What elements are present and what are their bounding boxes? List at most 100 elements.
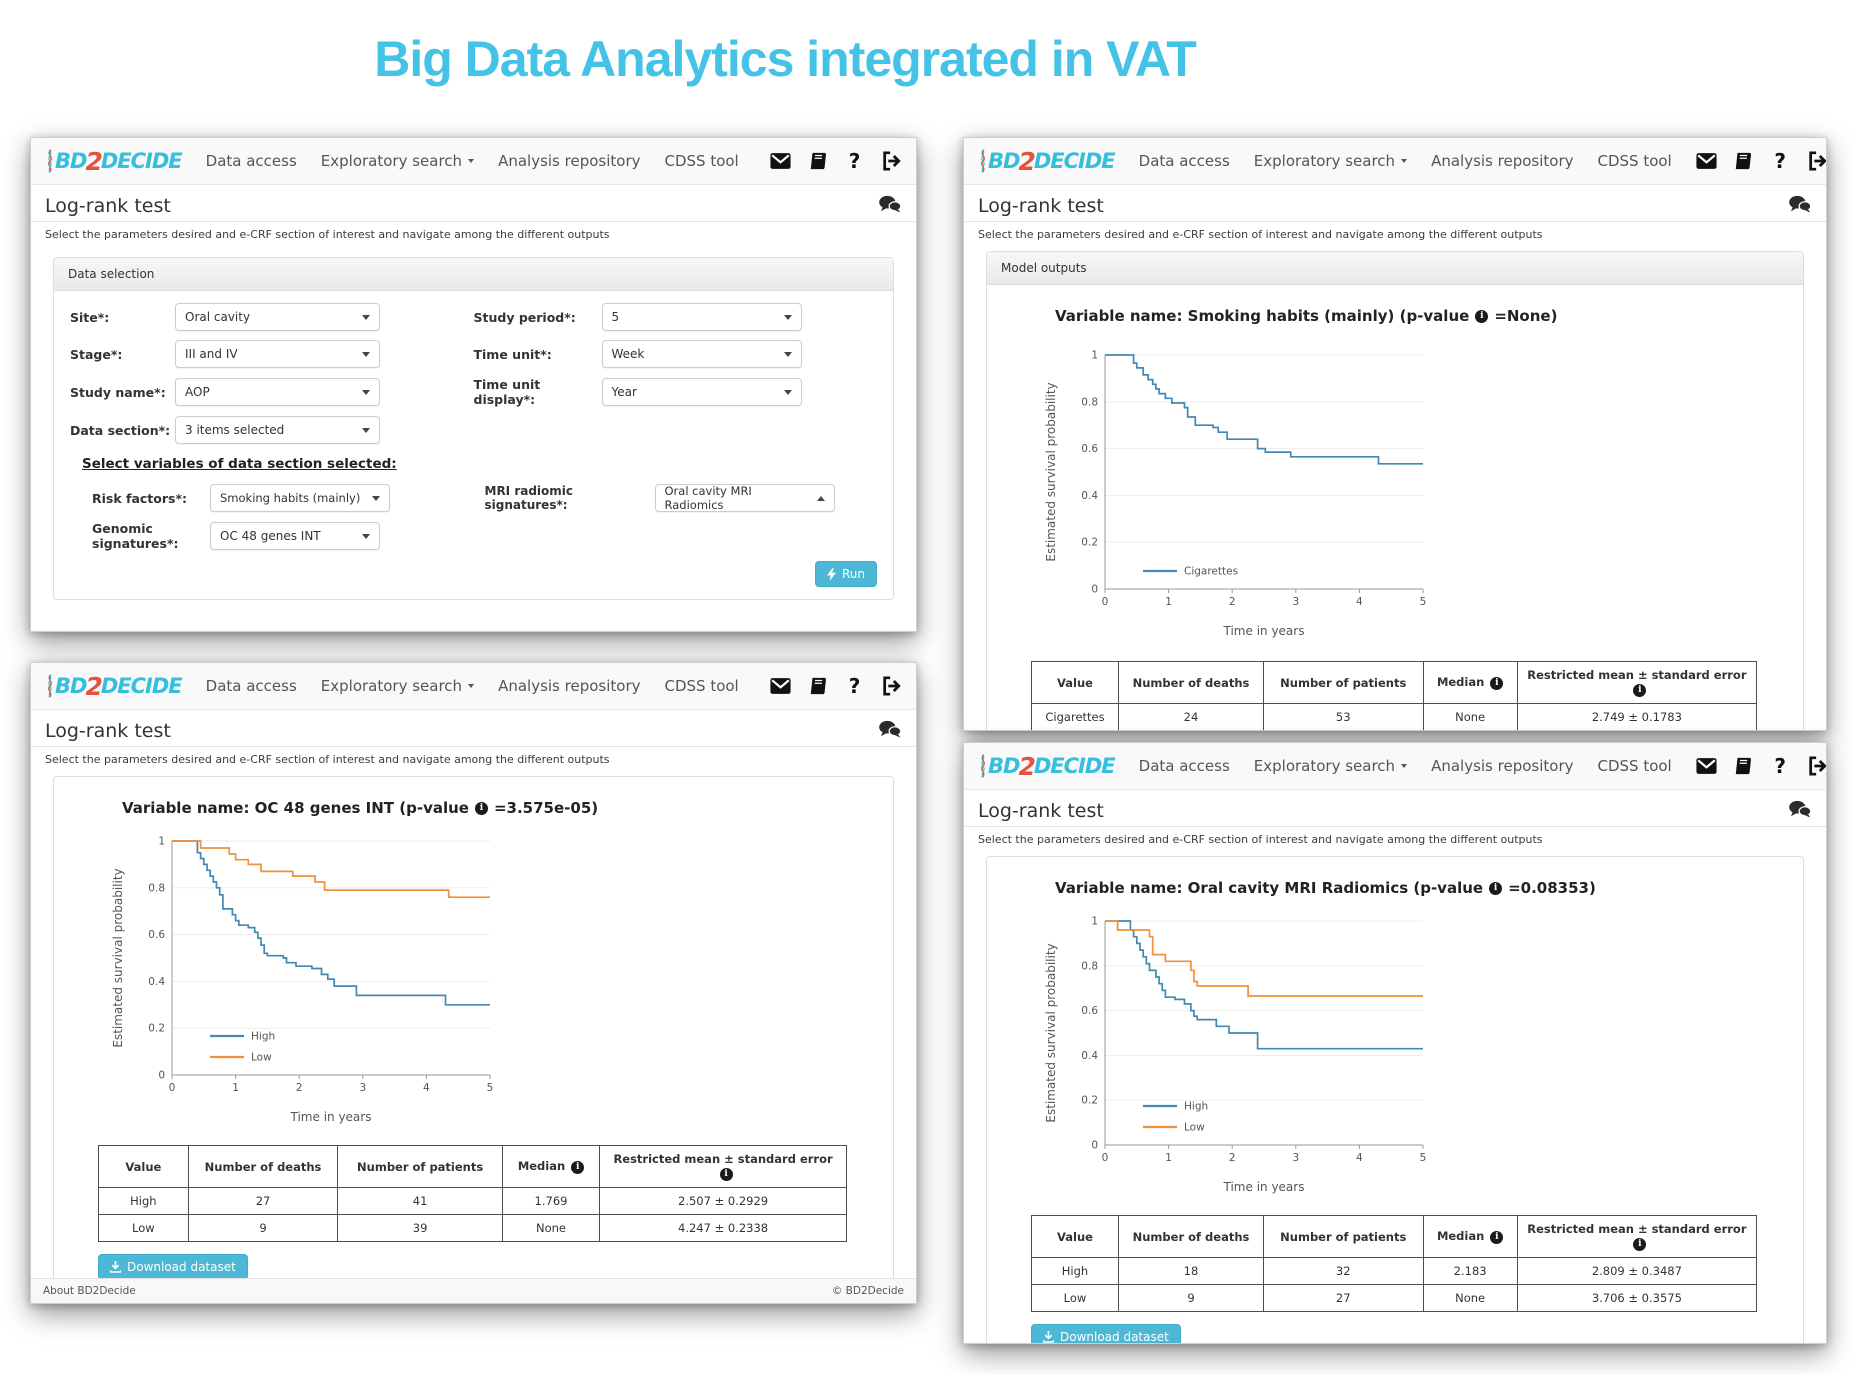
table-cell: 9 bbox=[187, 1214, 339, 1242]
nav-exploratory-search[interactable]: Exploratory search bbox=[321, 677, 475, 695]
app-logo[interactable]: BD 2 DECIDE bbox=[45, 672, 183, 701]
info-icon: i bbox=[1490, 677, 1504, 690]
legend-label: High bbox=[1184, 1101, 1208, 1113]
table-cell: 1.769 bbox=[501, 1187, 601, 1215]
book-icon[interactable] bbox=[1733, 151, 1754, 172]
table-cell: 4.247 ± 0.2338 bbox=[599, 1214, 847, 1242]
run-button[interactable]: Run bbox=[814, 561, 877, 587]
table-header: Number of patients bbox=[1263, 661, 1424, 704]
table-cell: 53 bbox=[1263, 703, 1424, 730]
nav-analysis-repository[interactable]: Analysis repository bbox=[1431, 152, 1574, 170]
results-table-radiomics: Value Number of deaths Number of patients M… bbox=[1031, 1215, 1758, 1312]
table-cell: 2.183 bbox=[1422, 1257, 1518, 1285]
nav-exploratory-search[interactable]: Exploratory search bbox=[321, 152, 475, 170]
mail-icon[interactable] bbox=[770, 151, 791, 172]
x-tick-label: 2 bbox=[1229, 596, 1236, 608]
table-cell: 41 bbox=[337, 1187, 503, 1215]
output-box: Variable name: Oral cavity MRI Radiomics… bbox=[986, 856, 1804, 1343]
nav-analysis-repository[interactable]: Analysis repository bbox=[1431, 757, 1574, 775]
nav-analysis-repository[interactable]: Analysis repository bbox=[498, 152, 641, 170]
genomic-signatures-select[interactable]: OC 48 genes INT bbox=[210, 522, 380, 550]
info-icon: i bbox=[474, 801, 488, 815]
nav-cdss-tool[interactable]: CDSS tool bbox=[664, 152, 739, 170]
window-smoking-output: BD 2 DECIDE Data access Exploratory search… bbox=[963, 137, 1827, 731]
nav-data-access[interactable]: Data access bbox=[1138, 757, 1230, 775]
survival-chart-genes: 0 1 2 3 4 5 0 0.2 0.4 0.6 0.8 1 Time in years Estimat… bbox=[111, 836, 493, 1125]
app-logo[interactable]: BD 2 DECIDE bbox=[45, 147, 183, 176]
series-line-high bbox=[1105, 920, 1423, 1050]
nav-cdss-tool[interactable]: CDSS tool bbox=[1597, 152, 1672, 170]
table-header: Value bbox=[1031, 1215, 1119, 1258]
window-footer: About BD2Decide © BD2Decide bbox=[31, 1278, 916, 1303]
y-tick-label: 1 bbox=[158, 836, 165, 848]
nav-cdss-tool[interactable]: CDSS tool bbox=[1597, 757, 1672, 775]
mail-icon[interactable] bbox=[1696, 756, 1717, 777]
x-tick-label: 3 bbox=[1292, 1152, 1299, 1164]
chevron-down-icon bbox=[362, 427, 370, 433]
table-header: Number of deaths bbox=[187, 1145, 339, 1188]
mri-signatures-select[interactable]: Oral cavity MRI Radiomics bbox=[654, 484, 835, 512]
time-unit-label: Time unit*: bbox=[473, 346, 552, 362]
download-dataset-button[interactable]: Download dataset bbox=[1031, 1324, 1181, 1343]
chevron-down-icon bbox=[468, 684, 475, 688]
comments-icon[interactable] bbox=[1788, 195, 1812, 217]
page-subtitle: Select the parameters desired and e-CRF … bbox=[45, 753, 610, 766]
nav-data-access[interactable]: Data access bbox=[205, 677, 297, 695]
time-unit-display-select[interactable]: Year bbox=[601, 378, 802, 406]
download-dataset-button[interactable]: Download dataset bbox=[98, 1254, 248, 1280]
risk-factors-select[interactable]: Smoking habits (mainly) bbox=[210, 484, 390, 512]
study-period-select[interactable]: 5 bbox=[601, 303, 802, 331]
help-icon[interactable]: ? bbox=[848, 674, 861, 698]
nav-cdss-tool[interactable]: CDSS tool bbox=[664, 677, 739, 695]
nav-data-access[interactable]: Data access bbox=[1138, 152, 1230, 170]
mail-icon[interactable] bbox=[1696, 151, 1717, 172]
table-header: Number of patients bbox=[1263, 1215, 1424, 1258]
time-unit-select[interactable]: Week bbox=[601, 340, 802, 368]
nav-exploratory-search[interactable]: Exploratory search bbox=[1254, 757, 1408, 775]
x-axis-label: Time in years bbox=[1223, 1180, 1305, 1194]
chevron-down-icon bbox=[783, 351, 792, 357]
book-icon[interactable] bbox=[807, 151, 828, 172]
navbar: BD 2 DECIDE Data access Exploratory search… bbox=[964, 138, 1826, 185]
help-icon[interactable]: ? bbox=[848, 149, 861, 173]
mail-icon[interactable] bbox=[770, 676, 791, 697]
x-tick-label: 4 bbox=[1356, 1152, 1363, 1164]
model-outputs-box: Model outputs Variable name: Smoking hab… bbox=[986, 251, 1804, 730]
book-icon[interactable] bbox=[807, 676, 828, 697]
y-axis-label: Estimated survival probability bbox=[1044, 943, 1058, 1122]
logout-icon[interactable] bbox=[1807, 756, 1826, 777]
table-row: High 18 32 2.183 2.809 ± 0.3487 bbox=[1031, 1257, 1758, 1285]
x-tick-label: 1 bbox=[232, 1082, 239, 1094]
help-icon[interactable]: ? bbox=[1774, 149, 1787, 173]
page-heading: Log-rank test bbox=[45, 720, 171, 742]
data-section-select[interactable]: 3 items selected bbox=[175, 416, 380, 444]
table-header: Restricted mean ± standard errori bbox=[1516, 661, 1758, 704]
logout-icon[interactable] bbox=[1807, 151, 1826, 172]
nav-exploratory-search[interactable]: Exploratory search bbox=[1254, 152, 1408, 170]
comments-icon[interactable] bbox=[878, 195, 902, 217]
table-header-row: Value Number of deaths Number of patients M… bbox=[1031, 1215, 1758, 1258]
y-tick-label: 0.6 bbox=[148, 929, 165, 941]
nav-analysis-repository[interactable]: Analysis repository bbox=[498, 677, 641, 695]
window-radiomics-output: BD 2 DECIDE Data access Exploratory search… bbox=[963, 742, 1827, 1344]
comments-icon[interactable] bbox=[878, 720, 902, 742]
nav-data-access[interactable]: Data access bbox=[205, 152, 297, 170]
stage-select[interactable]: III and IV bbox=[175, 340, 380, 368]
table-cell: Low bbox=[98, 1214, 189, 1242]
site-select[interactable]: Oral cavity bbox=[175, 303, 380, 331]
x-tick-label: 5 bbox=[1420, 596, 1427, 608]
help-icon[interactable]: ? bbox=[1774, 754, 1787, 778]
book-icon[interactable] bbox=[1733, 756, 1754, 777]
table-cell: 27 bbox=[187, 1187, 339, 1215]
study-name-select[interactable]: AOP bbox=[175, 378, 380, 406]
logout-icon[interactable] bbox=[881, 151, 902, 172]
logout-icon[interactable] bbox=[881, 676, 902, 697]
genomic-signatures-label: Genomic signatures*: bbox=[92, 521, 179, 551]
chevron-down-icon bbox=[362, 389, 370, 395]
page-heading: Log-rank test bbox=[978, 800, 1104, 822]
app-logo[interactable]: BD 2 DECIDE bbox=[978, 752, 1116, 781]
footer-about-link[interactable]: About BD2Decide bbox=[43, 1285, 136, 1297]
app-logo[interactable]: BD 2 DECIDE bbox=[978, 147, 1116, 176]
comments-icon[interactable] bbox=[1788, 800, 1812, 822]
navbar-icons: ? bbox=[770, 674, 902, 698]
